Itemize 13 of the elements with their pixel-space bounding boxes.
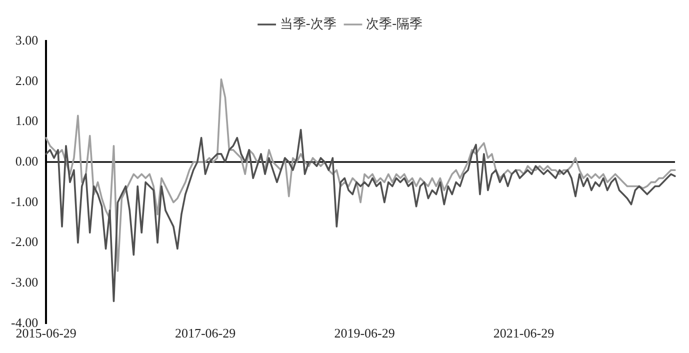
y-tick-label: -1.00 [10, 194, 38, 209]
y-tick-label: 2.00 [15, 72, 38, 88]
x-tick-label: 2017-06-29 [174, 326, 236, 341]
y-tick-label: -4.00 [10, 314, 38, 330]
legend-label: 次季-隔季 [366, 16, 423, 32]
legend-label: 当季-次季 [280, 16, 337, 32]
y-tick-label: 0.00 [15, 153, 38, 168]
y-tick-label: 1.00 [15, 113, 38, 128]
x-tick-label: 2019-06-29 [334, 326, 395, 341]
y-tick-label: -2.00 [10, 234, 38, 250]
y-tick-label: -3.00 [10, 274, 38, 290]
x-tick-label: 2021-06-29 [493, 326, 554, 341]
y-tick-label: 3.00 [15, 32, 38, 48]
